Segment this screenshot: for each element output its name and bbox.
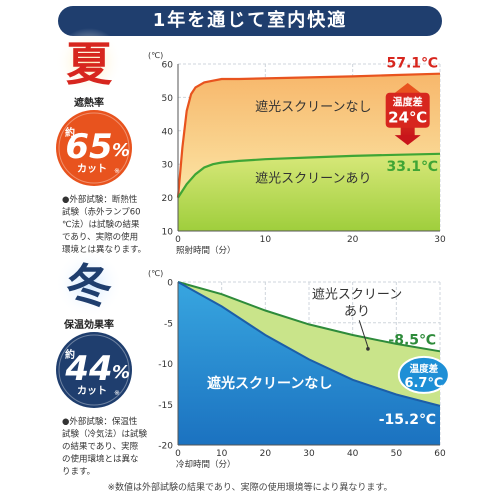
x-tick-label: 30 <box>303 449 315 459</box>
winter-rate-label: 保温効果率 <box>63 318 114 331</box>
summer-rate-label: 遮熱率 <box>74 96 104 109</box>
x-tick-label: 50 <box>391 449 403 459</box>
summer-note-line: であり、実際の使用 <box>62 232 138 243</box>
series-label-without-screen: 遮光スクリーンなし <box>207 375 332 392</box>
line-without-screen <box>177 281 441 407</box>
winter-note-line: 試験（冷気法）は試験 <box>62 429 148 440</box>
x-tick-label: 20 <box>260 449 272 459</box>
end-label-with-screen: -8.5℃ <box>388 332 436 348</box>
winter-glow <box>55 250 123 318</box>
winter-rate-note-mark: ※ <box>114 389 120 397</box>
x-tick-label: 60 <box>434 449 446 459</box>
winter-note-line: の使用環境とは異な <box>62 454 139 465</box>
diff-label-box <box>397 355 450 394</box>
area-with-screen <box>178 153 440 231</box>
line-with-screen <box>177 281 441 353</box>
y-tick-label: 0 <box>167 279 173 289</box>
x-tick-label: 40 <box>347 449 359 459</box>
x-tick-label: 30 <box>434 235 446 245</box>
winter-rate-badge <box>56 332 132 408</box>
summer-rate-note-mark: ※ <box>114 167 120 175</box>
x-tick-label: 0 <box>175 449 181 459</box>
y-tick-label: 10 <box>162 228 174 238</box>
area-without-screen <box>178 282 440 445</box>
y-tick-label: -20 <box>158 442 173 452</box>
diff-label-box <box>385 92 430 128</box>
y-tick-label: 20 <box>162 194 174 204</box>
end-label-without-screen: -15.2℃ <box>379 412 436 428</box>
summer-rate-suffix: カット <box>77 163 107 175</box>
summer-glow <box>55 28 123 96</box>
diff-label-title: 温度差 <box>393 96 423 109</box>
winter-badge-ring <box>58 334 130 406</box>
x-tick-label: 10 <box>216 449 228 459</box>
winter-rate-unit: % <box>112 362 130 383</box>
diff-label-value: 6.7℃ <box>404 376 443 391</box>
diff-label-title: 温度差 <box>410 363 439 375</box>
winter-note-line: ●外部試験：保温性 <box>62 416 138 427</box>
winter-note-line: の結果であり、実際 <box>62 441 139 452</box>
summer-note-line: ℃法）は試験の結果 <box>62 219 140 230</box>
y-tick-label: 30 <box>162 161 174 171</box>
y-tick-label: -15 <box>158 401 173 411</box>
end-label-with-screen: 33.1℃ <box>387 159 439 175</box>
winter-chart: 0-5-10-15-200 10 20 30 40 50 60(℃)冷却時間（分）-8.5℃… <box>148 269 450 470</box>
y-unit-label: (℃) <box>148 269 163 278</box>
x-tick-label: 20 <box>347 235 359 245</box>
summer-rate-prefix: 約 <box>65 126 75 139</box>
diff-arrow-head-down <box>394 135 421 146</box>
x-tick-label: 0 <box>175 235 181 245</box>
winter-rate-suffix: カット <box>77 385 107 397</box>
summer-rate-badge <box>56 110 132 186</box>
y-unit-label: (℃) <box>148 51 163 60</box>
end-label-without-screen: 57.1℃ <box>387 56 439 72</box>
summer-rate-value: 65 <box>65 127 112 167</box>
y-tick-label: -10 <box>158 360 173 370</box>
area-with-screen <box>178 282 440 406</box>
area-without-screen <box>178 73 440 198</box>
winter-rate-prefix: 約 <box>65 348 75 361</box>
winter-season-title: 冬 <box>66 259 112 313</box>
x-axis-label: 冷却時間（分） <box>176 459 236 470</box>
series-label-leader-dot <box>366 347 370 351</box>
winter-note-line: ります。 <box>62 467 95 477</box>
summer-note-line: 試験（赤外ランプ60 <box>62 207 141 218</box>
line-without-screen <box>176 72 441 198</box>
y-tick-label: 40 <box>162 127 174 137</box>
y-tick-label: -5 <box>164 319 173 329</box>
y-tick-label: 50 <box>162 94 174 104</box>
series-label-leader <box>358 320 369 348</box>
diff-arrow-head-up <box>394 83 421 94</box>
summer-note-line: 環境とは異なります。 <box>62 244 146 255</box>
series-label-without-screen: 遮光スクリーンなし <box>255 99 371 115</box>
winter-rate-value: 44 <box>64 349 112 389</box>
summer-rate-unit: % <box>112 140 130 161</box>
summer-note-line: ●外部試験：断熱性 <box>62 194 138 205</box>
summer-season-title: 夏 <box>66 37 113 91</box>
y-tick-label: 60 <box>162 61 174 71</box>
diff-label-value: 24℃ <box>388 109 427 127</box>
x-axis-label: 照射時間（分） <box>176 245 236 256</box>
series-label-with-screen: 遮光スクリーンあり <box>255 171 371 187</box>
series-label-with-screen: 遮光スクリーン <box>312 286 402 302</box>
summer-badge-ring <box>58 112 130 184</box>
series-label-with-screen-line2: あり <box>344 304 370 319</box>
footnote: ※数値は外部試験の結果であり、実際の使用環境等により異なります。 <box>107 483 393 493</box>
x-tick-label: 10 <box>260 235 272 245</box>
header-title: 1年を通じて室内快適 <box>58 6 442 36</box>
line-with-screen <box>177 152 441 199</box>
